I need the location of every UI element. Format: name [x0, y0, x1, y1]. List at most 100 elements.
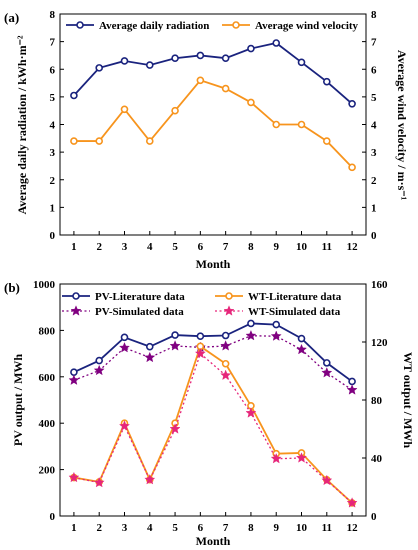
panel-b-series-3-point	[119, 420, 130, 431]
panel-b-legend-marker-3	[223, 305, 235, 316]
panel-b-legend-marker-0	[72, 292, 80, 300]
panel-a-x-tick-label: 1	[71, 241, 77, 253]
panel-b-series-0-point	[145, 342, 154, 351]
panel-b-x-tick-label: 5	[172, 522, 178, 534]
panel-a-series-0-point	[272, 39, 281, 47]
panel-b-x-tick-label: 3	[122, 522, 128, 534]
panel-a-legend-marker-1	[232, 21, 240, 29]
panel-a-x-axis-title: Month	[196, 257, 231, 271]
panel-b-series-1-line	[73, 335, 353, 391]
panel-a-right-tick-label: 7	[371, 37, 377, 49]
panel-b-series-1-point	[144, 351, 156, 363]
panel-a-x-tick-label: 8	[248, 241, 254, 253]
panel-b-series-3-point	[144, 474, 156, 485]
panel-b-right-tick-label: 120	[371, 337, 388, 349]
panel-b-ticks: 1 2 3 4 5 6 7 8 9 10 11 120200400600800100004080120…	[33, 279, 388, 534]
panel-b-legend: PV-Literature data PV-Simulated data WT-Li…	[62, 291, 342, 318]
panel-b-series-1-point	[119, 342, 130, 353]
panel-b-series-0-point	[171, 331, 179, 339]
panel-b-x-tick-label: 8	[248, 522, 254, 534]
panel-b-series-0-point	[221, 331, 230, 340]
panel-b-series-2-line	[73, 344, 353, 504]
panel-b-x-tick-label: 11	[322, 522, 332, 534]
panel-a-right-tick-label: 8	[371, 9, 377, 21]
panel-b-series-0-point	[95, 356, 103, 365]
panel-a-plot-area	[59, 13, 367, 236]
panel-b-series-0-point	[297, 334, 306, 343]
panel-b-series-3-point	[68, 471, 80, 483]
panel-b-series-1-point	[68, 374, 80, 385]
panel-b: (b) 1 2 3 4 5 6 7 8 9 10 11 12020040060080010000408…	[4, 279, 415, 548]
panel-a-left-tick-label: 6	[50, 64, 56, 76]
panel-a-series-1-point	[120, 105, 129, 114]
panel-a-series-0-line	[73, 42, 353, 105]
panel-a-left-tick-label: 7	[50, 37, 56, 49]
panel-b-x-tick-label: 10	[296, 522, 308, 534]
panel-a-left-tick-label: 1	[50, 202, 56, 214]
panel-a-series-0-point	[348, 99, 356, 108]
panel-b-series-0-point	[348, 377, 356, 386]
panel-a-series-1-point	[221, 84, 230, 93]
panel-b-series-1-point	[93, 364, 105, 376]
panel-a-x-tick-label: 3	[122, 241, 128, 253]
panel-b-series-3-point	[194, 347, 206, 359]
panel-a-series-1-point	[323, 137, 331, 145]
panel-b-x-tick-label: 9	[273, 522, 279, 534]
panel-a-label: (a)	[4, 10, 19, 25]
panel-b-legend-label-1: PV-Simulated data	[95, 306, 184, 318]
panel-a-series-0-point	[221, 54, 230, 63]
panel-a-series-0-point	[70, 91, 78, 100]
panel-b-series-0-line	[73, 322, 353, 383]
panel-b-series-1-point	[245, 330, 257, 341]
panel-b-series-0-point	[196, 332, 205, 341]
panel-b-x-tick-label: 1	[71, 522, 77, 534]
panel-a-series-0-point	[247, 44, 255, 53]
panel-b-legend-label-2: WT-Literature data	[248, 291, 342, 303]
panel-b-left-tick-label: 0	[50, 511, 56, 523]
panel-a-series-1-point	[145, 137, 154, 145]
panel-b-series-3-point	[346, 497, 358, 508]
panel-b-series-1-point	[169, 340, 181, 351]
panel-a-series-1-point	[171, 106, 179, 115]
panel-b-series-0-point	[247, 319, 255, 328]
panel-b-x-tick-label: 2	[96, 522, 102, 534]
panel-a-right-tick-label: 1	[371, 202, 377, 214]
panel-b-label: (b)	[4, 280, 20, 295]
panel-a-legend-marker-0	[76, 21, 84, 29]
panel-a-series-0-point	[196, 51, 205, 60]
panel-b-series-3-point	[169, 423, 181, 434]
panel-a-x-tick-label: 11	[322, 241, 332, 253]
panel-b-x-tick-label: 7	[223, 522, 229, 534]
panel-b-legend-marker-2	[225, 292, 233, 300]
panel-a-x-tick-label: 6	[198, 241, 204, 253]
panel-a-x-tick-label: 2	[96, 241, 102, 253]
panel-a-right-axis-title: Average wind velocity / m·s⁻¹	[395, 50, 409, 201]
panel-b-right-tick-label: 80	[371, 395, 383, 407]
panel-b-x-tick-label: 12	[347, 522, 359, 534]
panel-b-series-1-point	[270, 330, 282, 341]
panel-b-series-3-point	[296, 452, 307, 463]
panel-b-left-tick-label: 400	[39, 418, 56, 430]
panel-b-x-tick-label: 4	[147, 522, 153, 534]
panel-b-series-0-point	[272, 320, 281, 329]
panel-a-series-0-point	[297, 58, 306, 67]
panel-a-series-1-point	[70, 137, 78, 145]
panel-a-series-0-point	[323, 77, 331, 86]
panel-b-series-3-point	[245, 407, 257, 418]
panel-a-x-tick-label: 4	[147, 241, 153, 253]
panel-a-left-tick-label: 4	[50, 120, 56, 132]
panel-b-series-1-point	[220, 340, 232, 351]
panel-b-left-tick-label: 200	[39, 465, 56, 477]
panel-b-legend-marker-1	[70, 305, 82, 316]
panel-a-left-tick-label: 5	[50, 92, 56, 104]
panel-a-legend: Average daily radiation Average wind velo…	[66, 20, 359, 32]
panel-b-right-axis-title: WT output / MWh	[401, 352, 415, 448]
panel-b-plot-area	[59, 283, 367, 517]
panel-b-series	[68, 319, 358, 508]
panel-b-series-3-point	[270, 452, 282, 464]
panel-b-left-tick-label: 1000	[33, 279, 56, 291]
panel-a-series-1-point	[348, 163, 356, 172]
panel-b-series-2-point	[221, 359, 230, 368]
